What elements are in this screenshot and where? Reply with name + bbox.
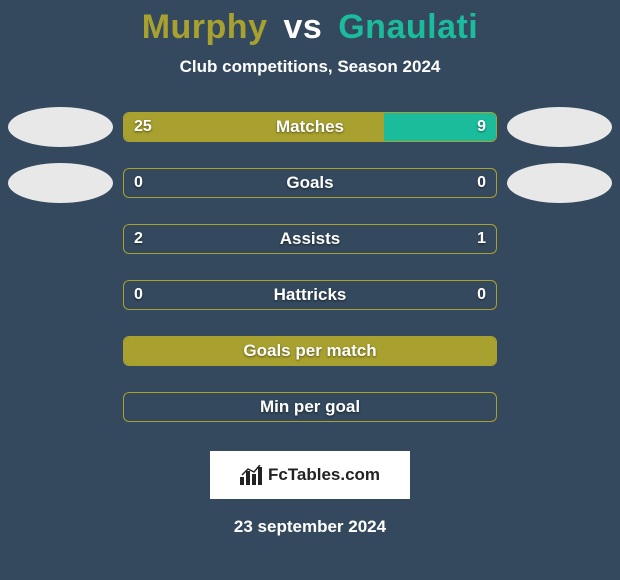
- comparison-card: Murphy vs Gnaulati Club competitions, Se…: [0, 0, 620, 537]
- title: Murphy vs Gnaulati: [0, 8, 620, 47]
- brand-text: FcTables.com: [268, 465, 380, 485]
- stat-bar: 00Hattricks: [123, 280, 497, 310]
- stat-rows: 259Matches 00Goals 21Assists 00Hattricks Goa…: [0, 107, 620, 427]
- player2-avatar: [507, 163, 612, 203]
- bar-chart-icon: [240, 465, 262, 485]
- stat-row: 00Goals: [8, 163, 612, 203]
- title-vs: vs: [283, 8, 322, 46]
- stat-label: Min per goal: [124, 393, 496, 421]
- avatar-spacer: [8, 219, 113, 259]
- player1-name: Murphy: [142, 8, 268, 46]
- stat-bar: 21Assists: [123, 224, 497, 254]
- avatar-spacer: [8, 331, 113, 371]
- stat-label: Assists: [124, 225, 496, 253]
- stat-bar: 259Matches: [123, 112, 497, 142]
- subtitle: Club competitions, Season 2024: [0, 57, 620, 77]
- stat-bar: Min per goal: [123, 392, 497, 422]
- avatar-spacer: [507, 331, 612, 371]
- stat-bar: 00Goals: [123, 168, 497, 198]
- stat-bar: Goals per match: [123, 336, 497, 366]
- player2-avatar: [507, 107, 612, 147]
- date: 23 september 2024: [0, 517, 620, 537]
- avatar-spacer: [8, 275, 113, 315]
- avatar-spacer: [507, 219, 612, 259]
- player1-avatar: [8, 107, 113, 147]
- avatar-spacer: [507, 387, 612, 427]
- avatar-spacer: [8, 387, 113, 427]
- player2-name: Gnaulati: [338, 8, 478, 46]
- stat-label: Matches: [124, 113, 496, 141]
- stat-row: 259Matches: [8, 107, 612, 147]
- brand-box[interactable]: FcTables.com: [210, 451, 410, 499]
- stat-label: Hattricks: [124, 281, 496, 309]
- stat-row: Goals per match: [8, 331, 612, 371]
- stat-label: Goals: [124, 169, 496, 197]
- stat-row: 00Hattricks: [8, 275, 612, 315]
- player1-avatar: [8, 163, 113, 203]
- stat-label: Goals per match: [124, 337, 496, 365]
- avatar-spacer: [507, 275, 612, 315]
- stat-row: 21Assists: [8, 219, 612, 259]
- stat-row: Min per goal: [8, 387, 612, 427]
